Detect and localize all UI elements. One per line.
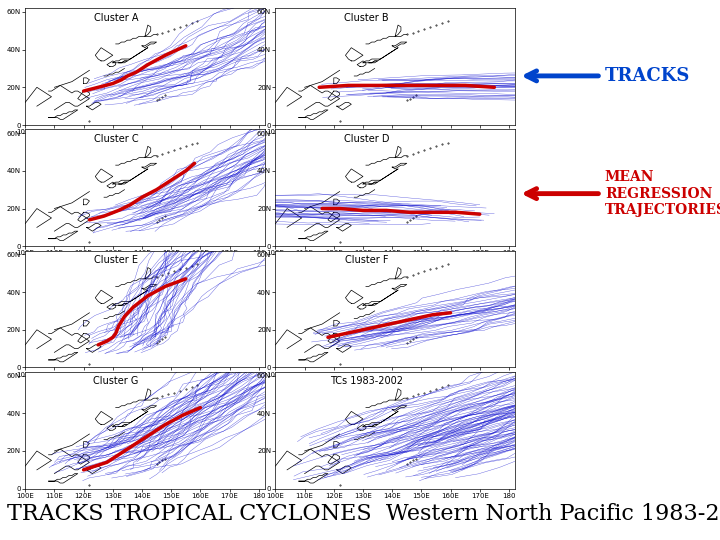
Text: Cluster G: Cluster G	[94, 376, 139, 387]
Text: Cluster C: Cluster C	[94, 134, 138, 144]
Text: TCs 1983-2002: TCs 1983-2002	[330, 376, 403, 387]
Text: TRACKS TROPICAL CYCLONES  Western North Pacific 1983-2002: TRACKS TROPICAL CYCLONES Western North P…	[7, 503, 720, 525]
Text: TRACKS: TRACKS	[605, 67, 690, 85]
Text: Cluster B: Cluster B	[344, 13, 389, 23]
Text: Cluster E: Cluster E	[94, 255, 138, 265]
Text: MEAN
REGRESSION
TRAJECTORIES: MEAN REGRESSION TRAJECTORIES	[605, 171, 720, 217]
Text: Cluster F: Cluster F	[345, 255, 388, 265]
Text: Cluster A: Cluster A	[94, 13, 138, 23]
Text: Cluster D: Cluster D	[343, 134, 389, 144]
